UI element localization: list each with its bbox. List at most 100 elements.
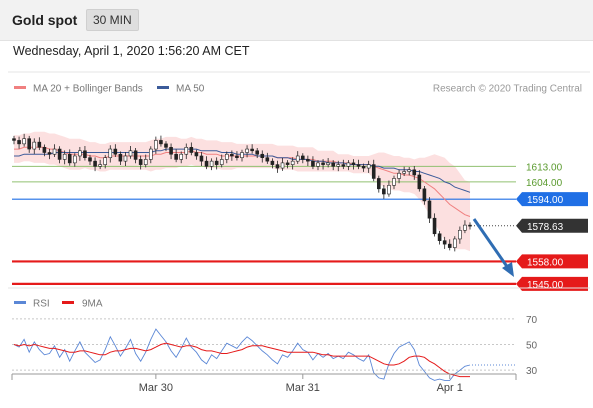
candle-body-0 [12, 138, 16, 141]
candle-body-67 [351, 162, 356, 165]
credit-text: Research © 2020 Trading Central [433, 84, 582, 95]
bollinger-band-area [14, 131, 470, 252]
candle-body-83 [432, 217, 437, 235]
candle-body-76 [397, 172, 401, 179]
candle-body-30 [164, 143, 168, 148]
candle-body-68 [356, 164, 361, 167]
candle-body-69 [361, 166, 366, 169]
candle-body-34 [184, 147, 189, 155]
candle-body-22 [123, 155, 128, 162]
level-label-1604-00: 1604.00 [526, 178, 563, 189]
candle-body-3 [27, 138, 32, 150]
candle-body-18 [103, 157, 107, 165]
candle-body-13 [78, 150, 82, 157]
candle-body-19 [108, 148, 113, 158]
level-label-1613-00: 1613.00 [526, 162, 563, 173]
candle-body-74 [387, 185, 391, 195]
time-tick-label-0: Mar 30 [139, 382, 173, 394]
rsi-tick-label-70: 70 [526, 315, 538, 326]
legend-label-ma20: MA 20 + Bollinger Bands [33, 84, 143, 95]
candle-body-66 [346, 162, 351, 167]
candle-body-2 [22, 138, 26, 145]
level-label-1545-00: 1545.00 [527, 280, 564, 291]
forecast-arrow-head [502, 262, 514, 277]
candle-body-73 [382, 188, 386, 195]
legend-label-rsi: RSI [33, 299, 50, 310]
candle-body-89 [463, 224, 467, 231]
candle-body-87 [452, 238, 457, 248]
candle-body-37 [199, 155, 204, 162]
bollinger-band-layer [14, 131, 470, 252]
candle-body-17 [98, 164, 102, 167]
candle-body-41 [219, 159, 224, 165]
candle-body-21 [118, 153, 123, 162]
candle-body-84 [437, 233, 442, 241]
candle-body-24 [133, 150, 138, 160]
period-tab-30min[interactable]: 30 MIN [86, 9, 139, 31]
time-tick-label-2: Apr 1 [437, 382, 463, 394]
candle-body-48 [255, 150, 259, 155]
date-line: Wednesday, April 1, 2020 1:56:20 AM CET [13, 44, 250, 58]
candle-body-82 [427, 200, 432, 219]
time-tick-layer: Mar 30 Mar 31 Apr 1 [139, 374, 463, 394]
candle-body-12 [73, 155, 77, 164]
candle-body-86 [447, 243, 452, 248]
candle-body-10 [62, 153, 67, 160]
rsi-panel: RSI 9MA 70 50 30 [8, 287, 590, 381]
candle-body-81 [422, 188, 427, 202]
candle-body-59 [311, 160, 315, 167]
candle-body-15 [88, 157, 92, 162]
candle-body-29 [159, 140, 163, 145]
candle-body-4 [32, 141, 37, 150]
candle-body-60 [316, 162, 320, 167]
forecast-arrow-layer [472, 218, 514, 277]
candle-body-7 [47, 152, 52, 155]
candle-body-88 [458, 230, 462, 240]
legend-swatch-rsi [14, 301, 26, 304]
level-label-1578-63: 1578.63 [527, 222, 564, 233]
candle-body-6 [42, 147, 47, 153]
candle-body-31 [169, 147, 173, 155]
candle-body-25 [138, 159, 143, 165]
candle-body-58 [306, 159, 310, 162]
candle-body-14 [83, 150, 87, 158]
candle-body-77 [402, 171, 406, 174]
rsi-grid-layer: 70 50 30 [12, 315, 538, 377]
candle-body-78 [407, 169, 412, 172]
candle-body-63 [331, 162, 336, 167]
candle-body-53 [280, 162, 285, 169]
candle-body-55 [290, 160, 295, 165]
rsi-lines-layer [13, 328, 516, 381]
candle-body-54 [285, 162, 290, 165]
candle-body-71 [371, 164, 376, 179]
candle-body-52 [275, 164, 280, 169]
instrument-title: Gold spot [12, 12, 78, 28]
candle-body-28 [154, 140, 158, 150]
level-box-1558-00 [516, 254, 588, 269]
forecast-arrow-line [472, 218, 510, 269]
level-label-1594-00: 1594.00 [527, 195, 564, 206]
candle-body-62 [326, 162, 330, 165]
candle-body-65 [341, 164, 346, 167]
legend-label-ma50: MA 50 [176, 84, 205, 95]
candle-body-56 [295, 155, 300, 162]
candle-body-45 [240, 152, 244, 158]
level-box-1545-00 [516, 276, 588, 291]
candle-body-64 [336, 164, 341, 167]
rsi-tick-label-50: 50 [526, 341, 538, 352]
candle-body-40 [214, 160, 219, 165]
candle-body-85 [442, 240, 447, 245]
candle-body-26 [143, 159, 148, 165]
candle-body-39 [209, 160, 214, 167]
candle-body-51 [270, 160, 275, 165]
candle-body-11 [67, 153, 72, 164]
candle-body-8 [52, 148, 57, 155]
candle-body-43 [230, 153, 234, 157]
header-bar: Gold spot 30 MIN [0, 0, 593, 41]
candle-body-47 [250, 148, 254, 152]
level-box-1594-00 [516, 192, 588, 207]
candle-body-80 [417, 174, 422, 190]
legend-swatch-ma50 [157, 86, 169, 89]
candle-body-79 [412, 169, 417, 176]
candle-body-75 [392, 178, 396, 186]
